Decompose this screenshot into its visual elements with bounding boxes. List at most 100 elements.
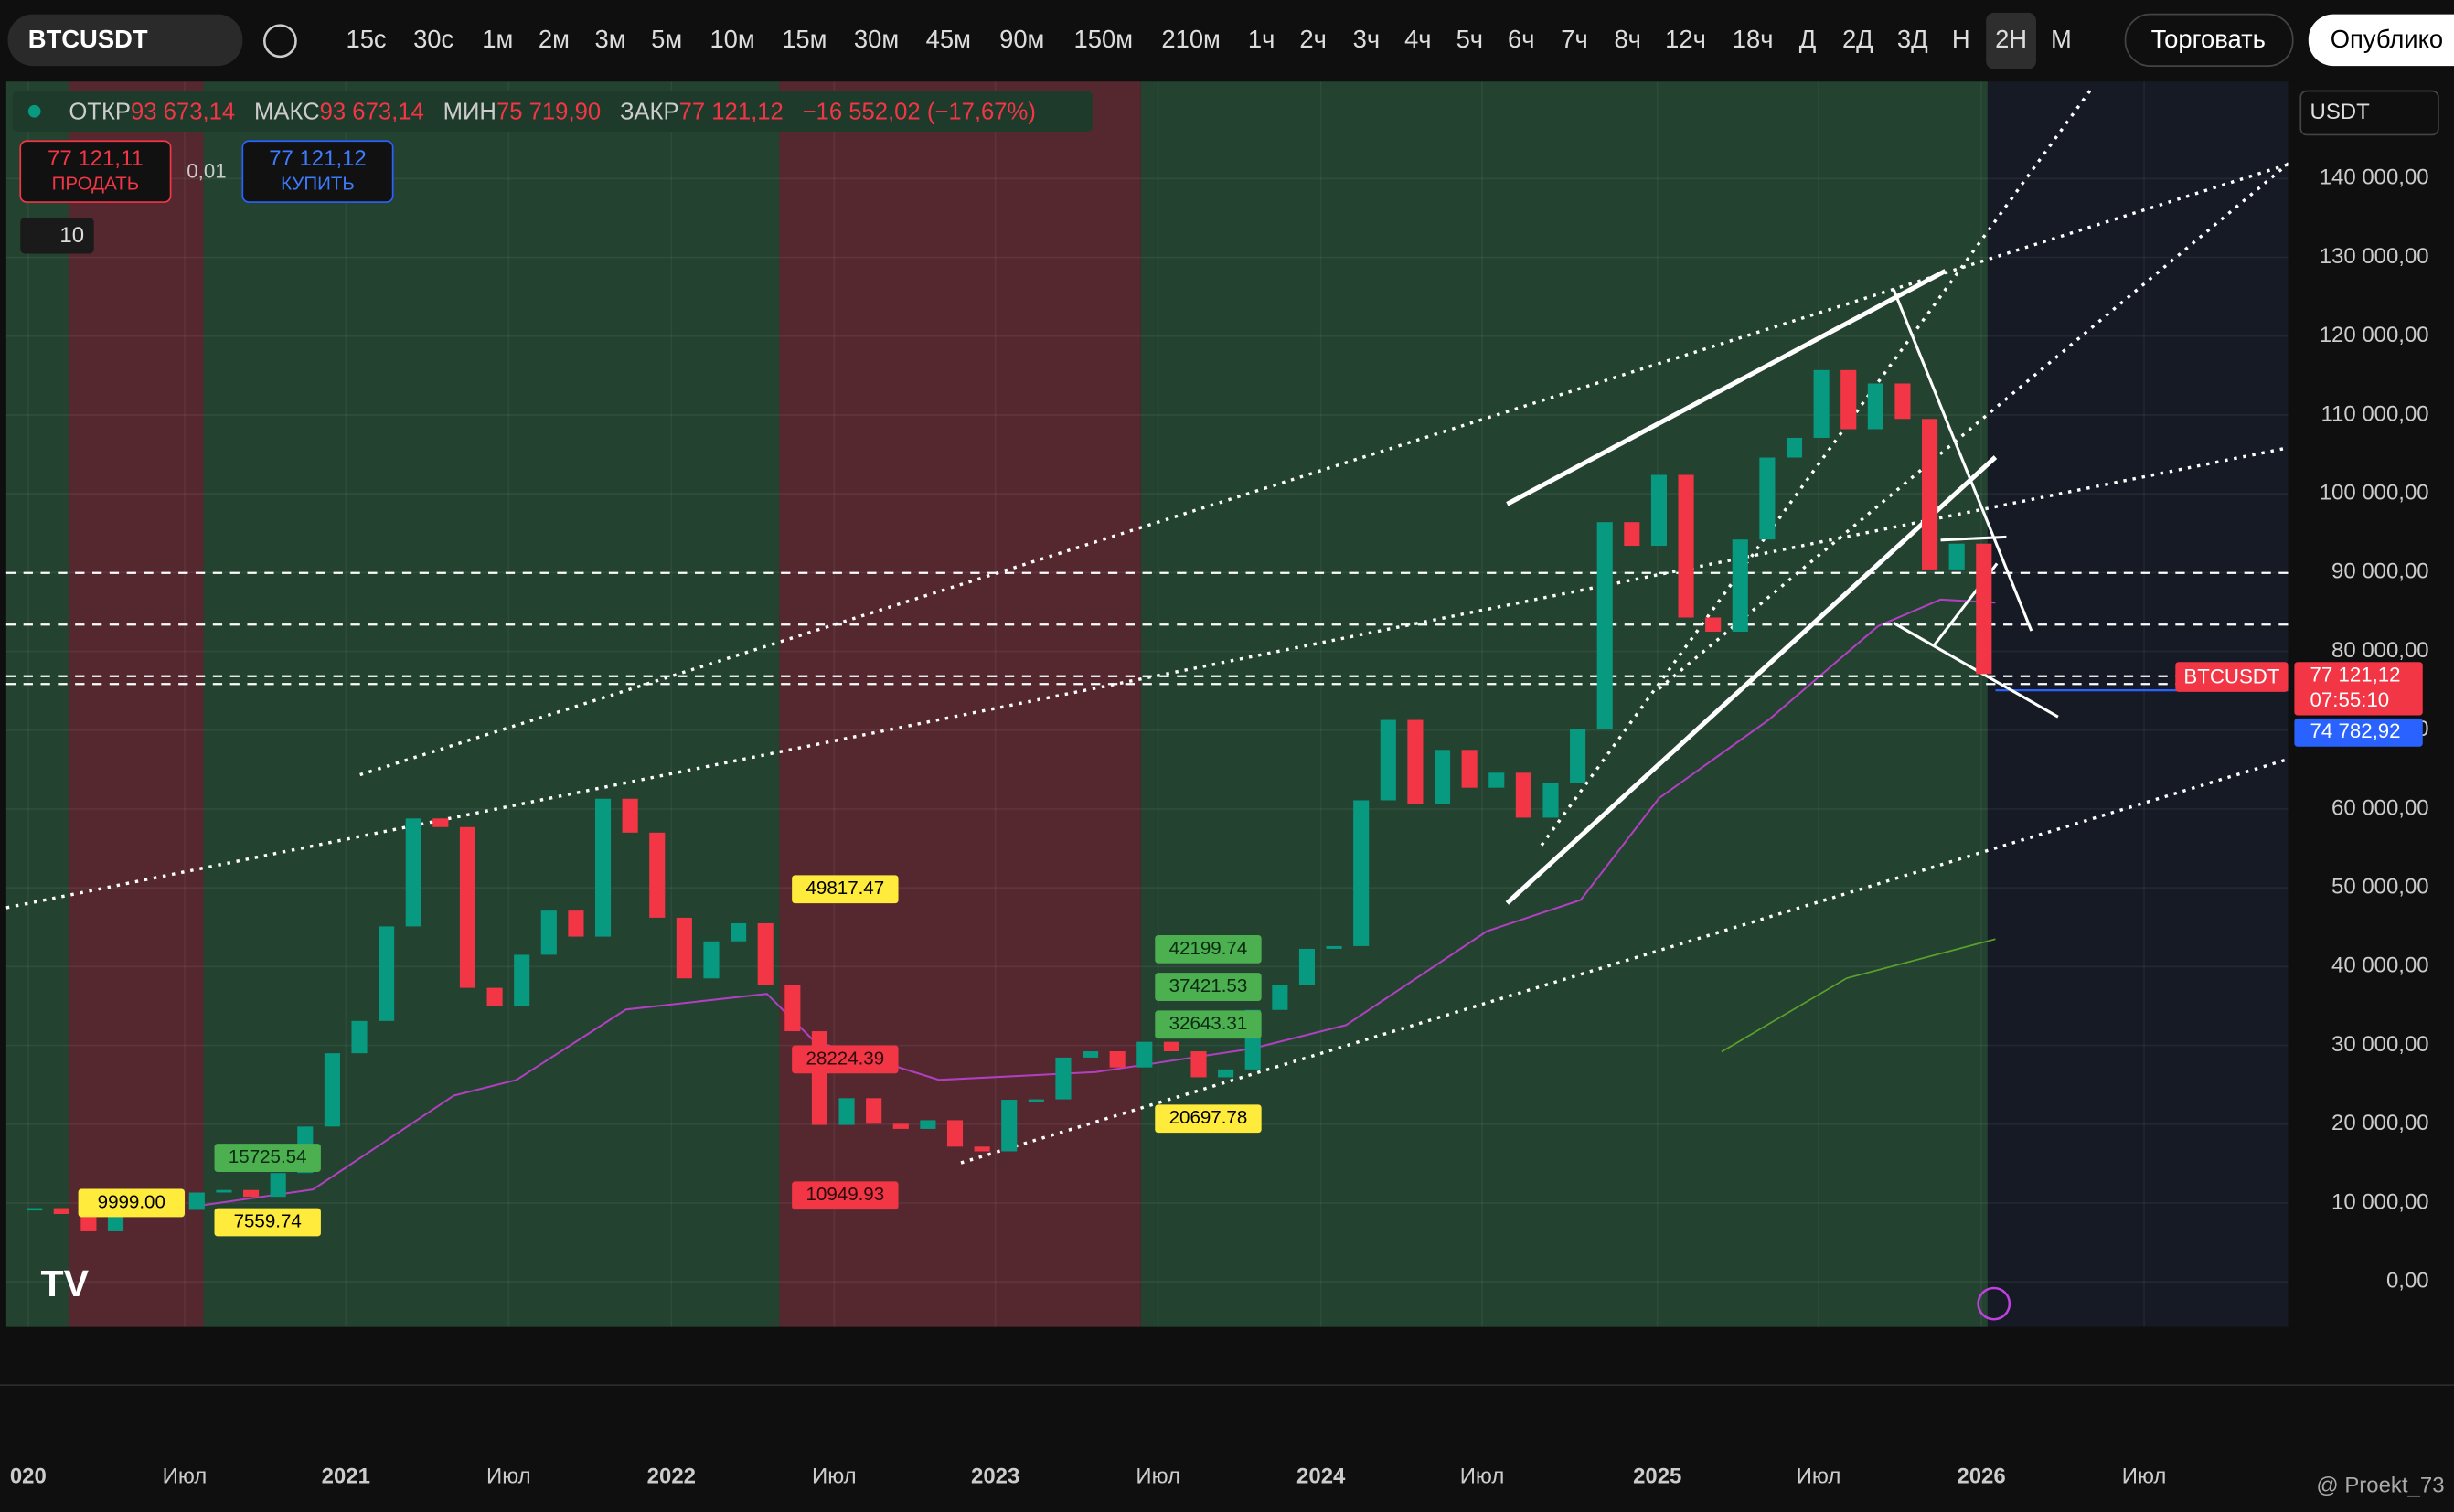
candle-body bbox=[405, 818, 421, 927]
interval-button[interactable]: 6ч bbox=[1508, 25, 1535, 53]
candle-body bbox=[1083, 1051, 1099, 1058]
time-label: Июл bbox=[486, 1464, 531, 1488]
indicators-count: 10 bbox=[59, 223, 84, 248]
interval-button[interactable]: 4ч bbox=[1404, 25, 1432, 53]
candle-body bbox=[1570, 729, 1586, 783]
interval-button[interactable]: 12ч bbox=[1665, 25, 1706, 53]
candle-body bbox=[1732, 539, 1748, 633]
interval-button[interactable]: 1ч bbox=[1248, 25, 1275, 53]
publish-label: Опублико bbox=[2331, 25, 2443, 53]
interval-button[interactable]: 2ч bbox=[1299, 25, 1327, 53]
price-label: 37421.53 bbox=[1169, 975, 1248, 996]
interval-button[interactable]: 90м bbox=[999, 25, 1044, 53]
candle-body bbox=[1190, 1051, 1207, 1078]
interval-button[interactable]: 5м bbox=[651, 25, 682, 53]
interval-button[interactable]: 30м bbox=[854, 25, 899, 53]
value: 77 121,12 bbox=[679, 99, 784, 124]
price-tick-label: 80 000,00 bbox=[2331, 638, 2429, 663]
interval-button[interactable]: М bbox=[2051, 25, 2072, 53]
trade-button[interactable] bbox=[2124, 13, 2294, 67]
candle-body bbox=[1542, 783, 1559, 818]
price-label-bg bbox=[1155, 934, 1262, 964]
interval-button[interactable]: 15м bbox=[782, 25, 827, 53]
bull-region bbox=[5, 81, 69, 1327]
symbol-tag bbox=[2175, 662, 2289, 692]
ohlc: ОТКР93 673,14 МАКС93 673,14 МИН75 719,90… bbox=[69, 99, 1036, 124]
candle-body bbox=[53, 1208, 69, 1215]
interval-button[interactable]: 2Д bbox=[1842, 25, 1873, 53]
price-label-bg bbox=[1155, 973, 1262, 1001]
interval-button[interactable]: 1м bbox=[482, 25, 513, 53]
compare-button[interactable] bbox=[262, 24, 297, 59]
wedge-line bbox=[1940, 535, 2007, 542]
sell-button[interactable] bbox=[19, 140, 172, 203]
candle-body bbox=[1624, 522, 1640, 547]
trend-line bbox=[1658, 158, 2294, 690]
candle-body bbox=[1001, 1100, 1018, 1152]
interval-button[interactable]: 150м bbox=[1074, 25, 1134, 53]
candle-body bbox=[1894, 383, 1911, 420]
trend-line bbox=[359, 159, 2299, 777]
price-tick-label: 60 000,00 bbox=[2331, 795, 2429, 820]
wedge-line bbox=[1893, 622, 2059, 719]
interval-button[interactable]: 7ч bbox=[1561, 25, 1588, 53]
candle-body bbox=[486, 987, 503, 1006]
candle-body bbox=[270, 1173, 286, 1198]
candle-body bbox=[432, 818, 449, 827]
interval-button[interactable]: 3ч bbox=[1353, 25, 1381, 53]
price-label-bg bbox=[214, 1144, 321, 1172]
time-axis-labels: 020 Июл 2021 Июл 2022 Июл 2023 Июл 2024 Июл 2025 Ию… bbox=[10, 1464, 2167, 1488]
time-label: Июл bbox=[1136, 1464, 1180, 1488]
candle-body bbox=[1813, 369, 1830, 438]
interval-button[interactable]: 18ч bbox=[1733, 25, 1774, 53]
interval-button[interactable]: 10м bbox=[710, 25, 754, 53]
price-tick-label: 0,00 bbox=[2386, 1268, 2429, 1293]
interval-button[interactable]: 45м bbox=[926, 25, 971, 53]
alert-icon[interactable] bbox=[1977, 1286, 2011, 1321]
interval-button[interactable]: 30с bbox=[413, 25, 453, 53]
symbol-search[interactable] bbox=[7, 14, 243, 67]
sell-label: ПРОДАТЬ bbox=[52, 174, 140, 195]
time-label: 2024 bbox=[1296, 1464, 1346, 1488]
price-tick-label: 130 000,00 bbox=[2320, 244, 2429, 269]
candle-body bbox=[622, 798, 638, 833]
currency-select[interactable] bbox=[2299, 90, 2439, 136]
symbol: BTCUSDT bbox=[28, 25, 148, 53]
interval-button[interactable]: 3Д bbox=[1897, 25, 1928, 53]
candle-body bbox=[892, 1123, 909, 1129]
candle-body bbox=[514, 954, 530, 1006]
candle-body bbox=[1515, 772, 1531, 818]
price-label-bg bbox=[792, 875, 899, 904]
buy-button[interactable] bbox=[241, 140, 394, 203]
price-tick-label: 10 000,00 bbox=[2331, 1189, 2429, 1214]
publish-button[interactable] bbox=[2308, 14, 2454, 67]
interval-button[interactable]: 210м bbox=[1161, 25, 1221, 53]
toolbar-bg bbox=[0, 0, 2454, 79]
interval-button[interactable]: Д bbox=[1799, 25, 1817, 53]
candle-body bbox=[1976, 543, 1992, 675]
interval-button[interactable]: 3м bbox=[595, 25, 626, 53]
candle-body bbox=[1650, 474, 1667, 547]
interval-button[interactable]: 5ч bbox=[1456, 25, 1484, 53]
legend: ОТКР93 673,14 МАКС93 673,14 МИН75 719,90… bbox=[12, 91, 1093, 254]
value: 93 673,14 bbox=[131, 99, 235, 124]
channel-line bbox=[1506, 269, 1947, 506]
candle-body bbox=[784, 985, 801, 1032]
time-label: 2022 bbox=[647, 1464, 696, 1488]
interval-button[interactable]: Н bbox=[1952, 25, 1970, 53]
trend-line bbox=[960, 757, 2289, 1165]
candle-body bbox=[703, 941, 720, 979]
interval-button[interactable]: 15с bbox=[346, 25, 386, 53]
price-tick-label: 30 000,00 bbox=[2331, 1032, 2429, 1057]
candle-body bbox=[188, 1192, 205, 1210]
logo: TV bbox=[41, 1262, 90, 1304]
candle-body bbox=[1353, 800, 1370, 946]
price-label: 49817.47 bbox=[806, 878, 885, 899]
trend-line bbox=[5, 446, 2289, 910]
interval-button[interactable]: 2Н bbox=[1995, 25, 2027, 53]
indicators-toggle[interactable] bbox=[20, 218, 94, 254]
price-tick-label: 20 000,00 bbox=[2331, 1111, 2429, 1135]
interval-button[interactable]: 2м bbox=[539, 25, 570, 53]
interval-button[interactable]: 8ч bbox=[1614, 25, 1641, 53]
